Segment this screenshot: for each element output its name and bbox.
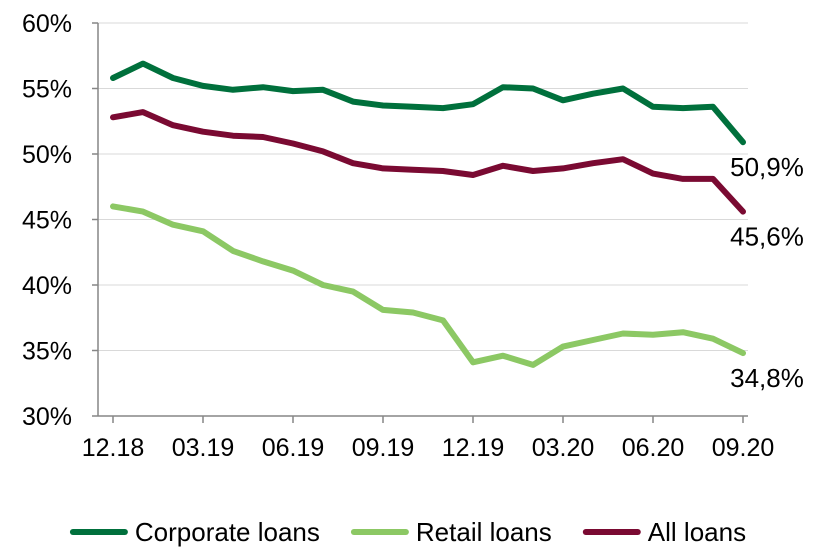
y-tick-label: 40% (22, 272, 72, 300)
x-tick-label: 12.18 (82, 434, 145, 462)
y-tick-label: 50% (22, 141, 72, 169)
series-lines (110, 60, 746, 368)
y-tick-label: 55% (22, 76, 72, 104)
x-tick-label: 12.19 (442, 434, 505, 462)
end-label-corporate-loans: 50,9% (730, 152, 804, 182)
y-tick-label: 35% (22, 338, 72, 366)
legend-item-retail-loans: Retail loans (350, 517, 552, 547)
legend: Corporate loans Retail loans All loans (69, 517, 746, 547)
x-tick-label: 03.20 (532, 434, 595, 462)
gridlines (98, 22, 748, 351)
x-tick-label: 06.19 (262, 434, 325, 462)
legend-item-all-loans: All loans (582, 517, 746, 547)
series-line-retail-loans (110, 203, 746, 368)
x-tick-label: 06.20 (622, 434, 685, 462)
legend-item-corporate-loans: Corporate loans (69, 517, 320, 547)
series-line-corporate-loans (110, 60, 746, 146)
end-labels: 50,9% 34,8% 45,6% (730, 152, 804, 393)
x-tick-label: 09.20 (712, 434, 775, 462)
y-tick-label: 60% (22, 10, 72, 38)
end-label-all-loans: 45,6% (730, 222, 804, 252)
x-tick-label: 03.19 (172, 434, 235, 462)
legend-label: Retail loans (416, 517, 552, 547)
y-tick-label: 45% (22, 207, 72, 235)
legend-label: Corporate loans (135, 517, 320, 547)
series-line-all-loans (110, 109, 746, 215)
x-tick-label: 09.19 (352, 434, 415, 462)
y-tick-label: 30% (22, 403, 72, 431)
end-label-retail-loans: 34,8% (730, 363, 804, 393)
axes: 30% 35% 40% 45% 50% 55% 60% 12.18 03.19 06.19 09.1… (22, 10, 774, 462)
legend-label: All loans (648, 517, 746, 547)
